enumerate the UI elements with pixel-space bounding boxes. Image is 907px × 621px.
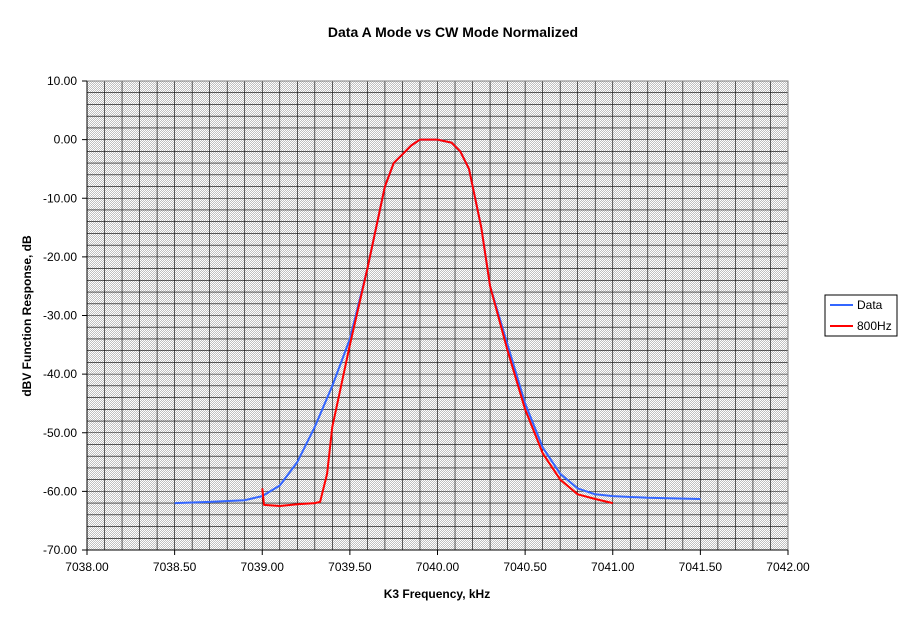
y-tick-label: -50.00 bbox=[43, 426, 77, 440]
x-tick-label: 7041.00 bbox=[591, 560, 635, 574]
grid-lines bbox=[87, 81, 788, 550]
chart-title: Data A Mode vs CW Mode Normalized bbox=[328, 24, 578, 40]
y-tick-label: 0.00 bbox=[54, 133, 78, 147]
x-tick-label: 7042.00 bbox=[766, 560, 810, 574]
x-tick-label: 7038.00 bbox=[65, 560, 109, 574]
x-tick-label: 7041.50 bbox=[679, 560, 723, 574]
x-tick-label: 7040.50 bbox=[503, 560, 547, 574]
x-tick-label: 7040.00 bbox=[416, 560, 460, 574]
x-tick-label: 7038.50 bbox=[153, 560, 197, 574]
x-tick-label: 7039.00 bbox=[241, 560, 285, 574]
x-axis: 7038.00 7038.50 7039.00 7039.50 7040.00 7040.… bbox=[65, 549, 810, 574]
y-tick-label: -40.00 bbox=[43, 367, 77, 381]
series-line-800hz bbox=[261, 138, 614, 507]
y-tick-label: 10.00 bbox=[47, 74, 77, 88]
y-tick-label: -30.00 bbox=[43, 309, 77, 323]
legend-label-data: Data bbox=[857, 298, 883, 312]
y-tick-label: -20.00 bbox=[43, 250, 77, 264]
y-axis: 10.00 0.00 -10.00 -20.00 -30.00 -40.00 -50.00 -… bbox=[43, 74, 88, 557]
legend: Data 800Hz bbox=[824, 294, 898, 337]
y-axis-title: dBV Function Response, dB bbox=[20, 235, 34, 397]
series-lines bbox=[174, 138, 701, 507]
y-tick-label: -10.00 bbox=[43, 191, 77, 205]
x-tick-label: 7039.50 bbox=[328, 560, 372, 574]
legend-box bbox=[824, 294, 898, 337]
y-tick-label: -60.00 bbox=[43, 484, 77, 498]
x-axis-title: K3 Frequency, kHz bbox=[384, 587, 490, 601]
y-tick-label: -70.00 bbox=[43, 543, 77, 557]
legend-label-800hz: 800Hz bbox=[857, 319, 892, 333]
